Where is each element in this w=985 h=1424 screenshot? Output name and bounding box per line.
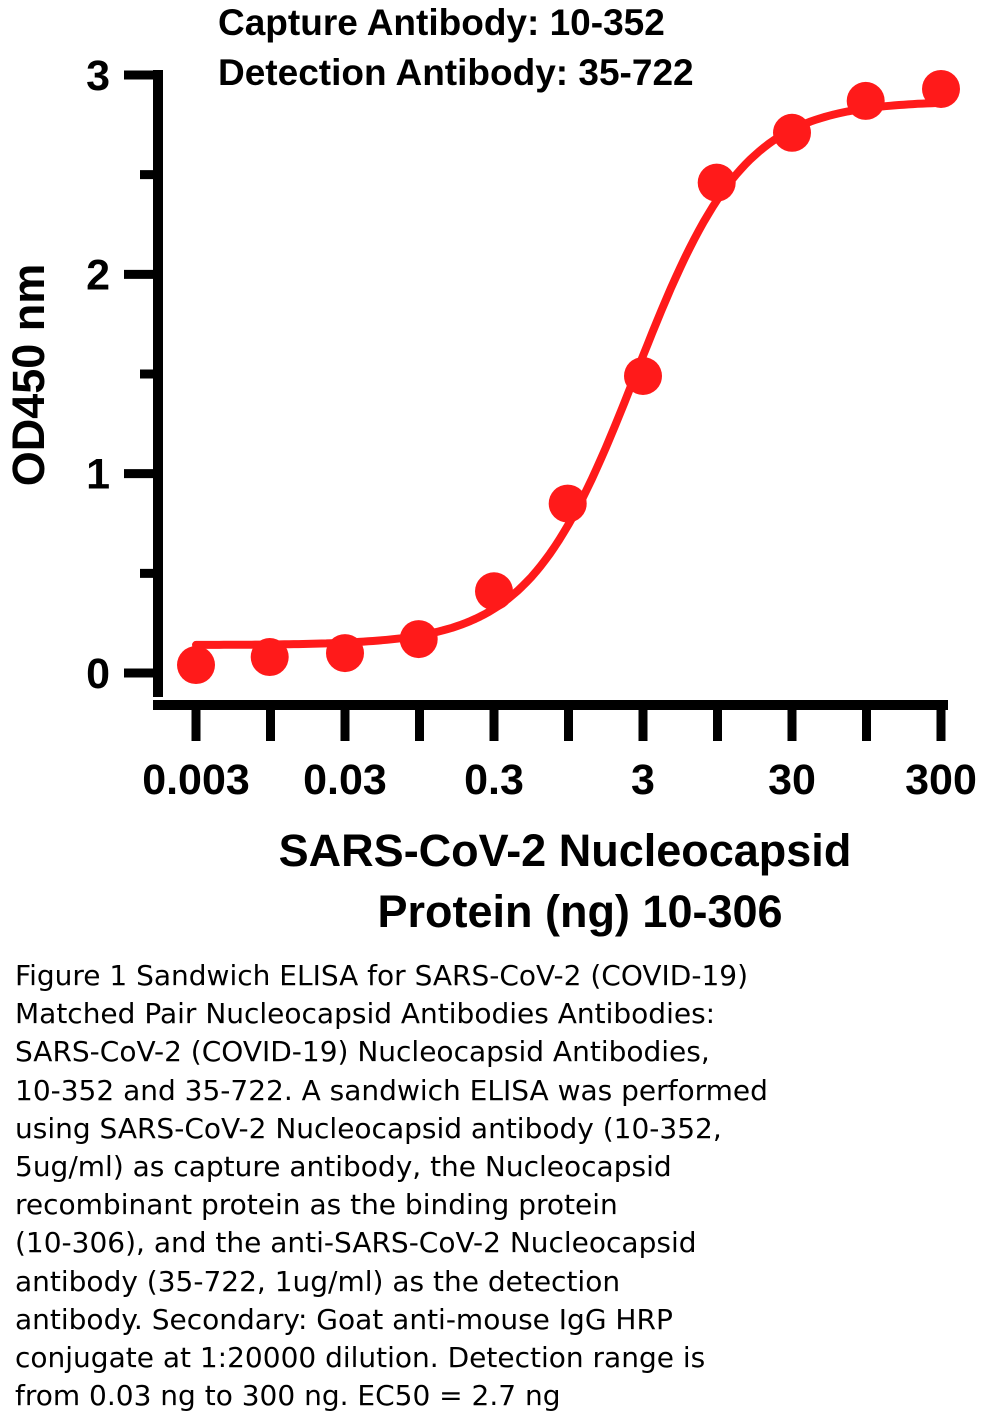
x-tick-label: 30 xyxy=(768,756,816,804)
caption-line: conjugate at 1:20000 dilution. Detection… xyxy=(15,1341,706,1375)
figure-caption: Figure 1 Sandwich ELISA for SARS-CoV-2 (… xyxy=(15,957,975,1415)
data-point xyxy=(624,356,662,395)
elisa-chart: Capture Antibody: 10-352 Detection Antib… xyxy=(3,2,977,937)
caption-line: antibody (35-722, 1ug/ml) as the detecti… xyxy=(15,1264,621,1298)
data-points xyxy=(177,69,960,685)
caption-line: Matched Pair Nucleocapsid Antibodies Ant… xyxy=(15,997,716,1031)
x-axis-label-line-2: Protein (ng) 10-306 xyxy=(377,886,782,937)
y-tick-label: 2 xyxy=(86,251,110,299)
x-axis-label-line-1: SARS-CoV-2 Nucleocapsid xyxy=(279,825,852,876)
chart-title-line-2: Detection Antibody: 35-722 xyxy=(218,52,694,93)
caption-line: 5ug/ml) as capture antibody, the Nucleoc… xyxy=(15,1150,672,1184)
chart-title: Capture Antibody: 10-352 Detection Antib… xyxy=(218,2,694,93)
data-point xyxy=(326,634,364,673)
data-point xyxy=(922,69,960,108)
x-tick-label: 300 xyxy=(905,756,977,804)
chart-title-line-1: Capture Antibody: 10-352 xyxy=(218,2,665,43)
x-tick-label: 3 xyxy=(631,756,655,804)
caption-line: 10-352 and 35-722. A sandwich ELISA was … xyxy=(15,1073,768,1107)
data-point xyxy=(548,484,587,523)
data-point xyxy=(697,163,736,202)
fit-curve xyxy=(192,98,945,649)
data-point xyxy=(773,113,811,152)
y-tick-label: 0 xyxy=(86,650,110,698)
x-axis-label: SARS-CoV-2 Nucleocapsid Protein (ng) 10-… xyxy=(279,825,852,937)
y-tick-label: 3 xyxy=(86,52,110,100)
caption-line: (10-306), and the anti-SARS-CoV-2 Nucleo… xyxy=(15,1226,697,1260)
y-tick-label: 1 xyxy=(86,451,110,499)
data-point xyxy=(846,81,885,120)
x-tick-label: 0.3 xyxy=(464,756,524,804)
x-tick-label: 0.003 xyxy=(142,756,250,804)
x-axis-ticks: 0.003 0.03 0.3 3 30 300 xyxy=(142,705,977,804)
y-axis-label: OD450 nm xyxy=(3,264,54,487)
x-tick-label: 0.03 xyxy=(303,756,387,804)
caption-line: using SARS-CoV-2 Nucleocapsid antibody (… xyxy=(15,1111,722,1145)
caption-line: Figure 1 Sandwich ELISA for SARS-CoV-2 (… xyxy=(15,959,749,992)
data-point xyxy=(399,620,438,659)
data-point xyxy=(250,638,289,677)
data-point xyxy=(177,646,215,685)
caption-line: antibody. Secondary: Goat anti-mouse IgG… xyxy=(15,1302,673,1336)
caption-line: SARS-CoV-2 (COVID-19) Nucleocapsid Antib… xyxy=(15,1035,710,1069)
data-point xyxy=(475,572,513,611)
caption-line: recombinant protein as the binding prote… xyxy=(15,1188,618,1222)
y-axis-ticks: 0 1 2 3 xyxy=(86,52,158,698)
caption-line: from 0.03 ng to 300 ng. EC50 = 2.7 ng xyxy=(15,1379,561,1413)
